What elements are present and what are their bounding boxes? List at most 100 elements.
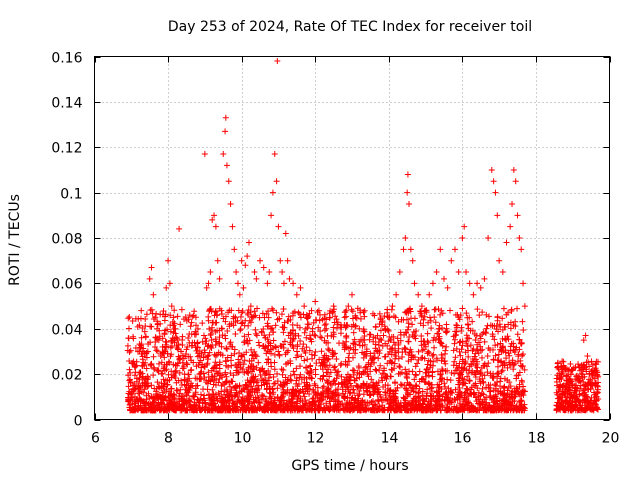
data-point (411, 280, 418, 287)
data-point (202, 340, 209, 347)
data-point (126, 348, 133, 355)
data-point (454, 322, 461, 329)
data-point (426, 314, 433, 321)
data-point (353, 382, 360, 389)
data-point (477, 392, 484, 399)
data-point (334, 321, 341, 328)
data-point (201, 151, 208, 158)
data-point (267, 340, 274, 347)
data-point (126, 314, 133, 321)
data-point (456, 339, 463, 346)
data-point (420, 316, 427, 323)
data-point (151, 385, 158, 392)
data-point (280, 367, 287, 374)
data-point (415, 356, 422, 363)
data-point (521, 303, 528, 310)
data-point (273, 309, 280, 316)
data-point (138, 307, 145, 314)
data-point (125, 372, 132, 379)
data-point (247, 303, 254, 310)
data-point (232, 319, 239, 326)
data-point (251, 269, 258, 276)
data-point (163, 366, 170, 373)
y-tick-label: 0.08 (51, 232, 82, 248)
data-point (389, 345, 396, 352)
data-point (453, 321, 460, 328)
data-point (582, 332, 589, 339)
data-point (434, 393, 441, 400)
data-point (315, 307, 322, 314)
data-point (338, 360, 345, 367)
data-point (200, 386, 207, 393)
data-point (214, 257, 221, 264)
data-point (321, 322, 328, 329)
data-point (479, 385, 486, 392)
data-point (208, 330, 215, 337)
data-point (384, 306, 391, 313)
data-point (128, 389, 135, 396)
data-point (576, 385, 583, 392)
data-point (369, 310, 376, 317)
data-point (370, 334, 377, 341)
data-point (505, 407, 512, 414)
data-point (494, 212, 501, 219)
data-point (507, 223, 514, 230)
data-point (163, 284, 170, 291)
data-point (265, 308, 272, 315)
data-point (164, 401, 171, 408)
data-point (291, 371, 298, 378)
data-point (382, 389, 389, 396)
data-point (354, 400, 361, 407)
data-point (262, 376, 269, 383)
data-point (476, 407, 483, 414)
data-point (505, 350, 512, 357)
data-point (227, 383, 234, 390)
data-point (216, 393, 223, 400)
data-point (482, 330, 489, 337)
data-point (294, 352, 301, 359)
data-point (455, 381, 462, 388)
data-point (285, 332, 292, 339)
data-point (582, 406, 589, 413)
data-point (197, 357, 204, 364)
data-point (442, 350, 449, 357)
data-point (350, 329, 357, 336)
data-point (449, 390, 456, 397)
data-point (413, 328, 420, 335)
data-point (248, 313, 255, 320)
data-point (238, 320, 245, 327)
data-point (229, 405, 236, 412)
data-point (334, 403, 341, 410)
data-point (206, 325, 213, 332)
data-point (441, 358, 448, 365)
data-point (125, 325, 132, 332)
data-point (481, 275, 488, 282)
data-point (249, 314, 256, 321)
data-point (166, 280, 173, 287)
data-point (212, 309, 219, 316)
data-point (380, 371, 387, 378)
data-point (168, 385, 175, 392)
y-tick-labels: 0 0.02 0.04 0.06 0.08 0.1 0.12 0.14 0.16 (51, 51, 82, 430)
data-point (137, 371, 144, 378)
data-point (346, 390, 353, 397)
data-point (350, 367, 357, 374)
data-point (401, 382, 408, 389)
data-point (342, 405, 349, 412)
data-point (262, 334, 269, 341)
data-point (384, 382, 391, 389)
data-point (437, 371, 444, 378)
data-point (345, 303, 352, 310)
data-point (466, 314, 473, 321)
data-point (133, 375, 140, 382)
data-point (393, 291, 400, 298)
data-point (357, 384, 364, 391)
data-point (272, 322, 279, 329)
data-point (466, 377, 473, 384)
data-point (334, 392, 341, 399)
data-point (127, 376, 134, 383)
data-point (415, 348, 422, 355)
data-point (464, 321, 471, 328)
data-point (384, 360, 391, 367)
data-point (287, 316, 294, 323)
